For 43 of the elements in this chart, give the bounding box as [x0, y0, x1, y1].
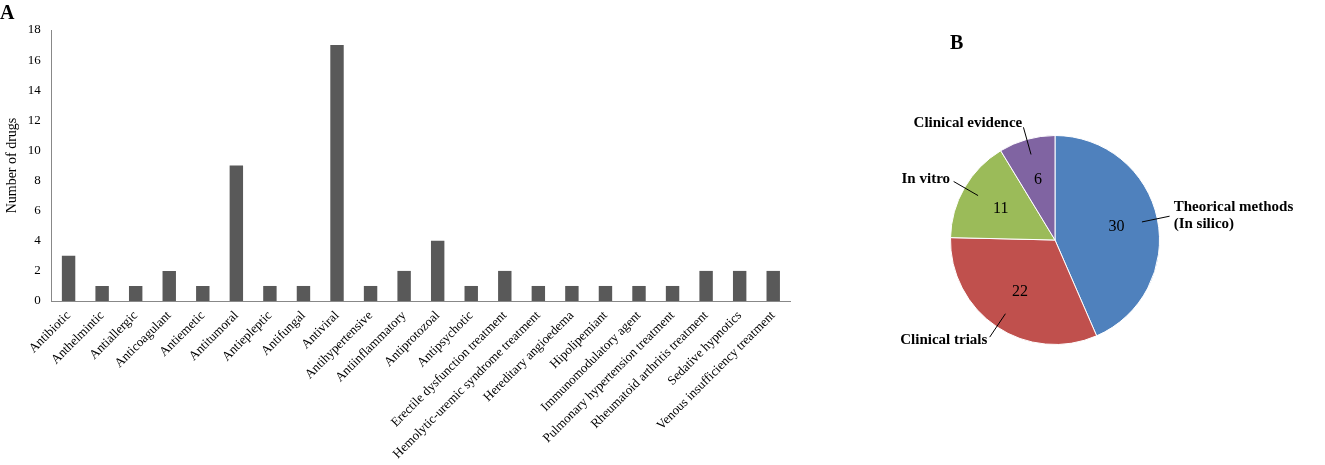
bar — [296, 285, 311, 302]
bar — [95, 285, 109, 302]
bar — [196, 285, 210, 302]
y-tick-label: 0 — [34, 292, 41, 308]
bar — [632, 285, 646, 302]
bar — [397, 270, 411, 302]
bar — [61, 255, 76, 302]
y-tick-label: 4 — [34, 232, 42, 248]
y-tick-label: 16 — [27, 51, 42, 67]
bar — [330, 45, 344, 302]
bar — [732, 270, 747, 302]
bar — [665, 285, 680, 302]
bar — [498, 270, 512, 302]
bar — [363, 285, 378, 302]
data-label: 11 — [993, 198, 1009, 216]
slice-label: Clinical trials — [900, 331, 988, 348]
y-tick-label: 12 — [27, 111, 41, 127]
y-tick-label: 18 — [27, 21, 41, 37]
bar — [162, 270, 176, 302]
bar — [766, 270, 780, 302]
data-label: 30 — [1108, 217, 1125, 235]
y-tick-label: 10 — [27, 141, 41, 157]
y-tick-label: 8 — [34, 171, 41, 187]
y-axis-title: Number of drugs — [4, 117, 20, 214]
bar — [598, 285, 613, 302]
bar — [263, 285, 277, 302]
slice-label: Theorical methods (In silico) — [1173, 197, 1294, 232]
bar — [229, 165, 244, 302]
chart-title: B — [950, 31, 964, 54]
bar — [531, 285, 546, 302]
data-label: 6 — [1034, 169, 1043, 187]
y-tick-label: 2 — [34, 262, 41, 278]
data-label: 22 — [1012, 282, 1029, 300]
slice-label: In vitro — [901, 170, 951, 187]
y-tick-label: 14 — [27, 81, 42, 97]
bar — [128, 285, 143, 302]
chart-title: A — [0, 1, 15, 24]
bar — [565, 285, 579, 302]
slice-label: Clinical evidence — [913, 114, 1023, 131]
bar — [430, 240, 445, 302]
bar — [699, 270, 713, 302]
bar — [464, 285, 478, 302]
y-tick-label: 6 — [34, 202, 42, 218]
